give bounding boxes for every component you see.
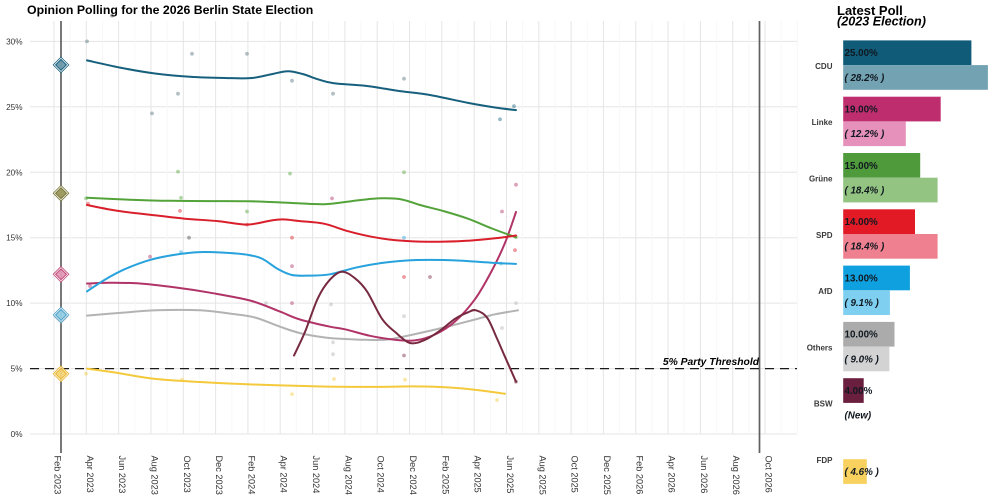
svg-text:30%: 30% [6, 37, 22, 46]
svg-text:25.00%: 25.00% [845, 48, 879, 59]
svg-text:Apr 2025: Apr 2025 [473, 456, 483, 493]
svg-text:Feb 2026: Feb 2026 [634, 456, 644, 495]
svg-text:Linke: Linke [812, 118, 833, 127]
svg-text:Apr 2023: Apr 2023 [85, 456, 95, 493]
svg-text:Apr 2026: Apr 2026 [667, 456, 677, 493]
svg-text:14.00%: 14.00% [845, 217, 879, 228]
svg-text:Feb 2023: Feb 2023 [53, 456, 63, 495]
svg-text:Aug 2025: Aug 2025 [537, 456, 547, 495]
svg-text:0%: 0% [11, 430, 23, 439]
svg-text:Feb 2024: Feb 2024 [246, 456, 256, 495]
svg-text:Oct 2023: Oct 2023 [182, 456, 192, 493]
svg-text:Apr 2024: Apr 2024 [279, 456, 289, 493]
svg-text:( 28.2% ): ( 28.2% ) [845, 73, 885, 84]
svg-text:13.00%: 13.00% [845, 273, 879, 284]
svg-text:Aug 2026: Aug 2026 [731, 456, 741, 495]
svg-text:( 9.1% ): ( 9.1% ) [845, 298, 879, 309]
svg-text:20%: 20% [6, 168, 22, 177]
svg-text:Others: Others [807, 343, 833, 352]
svg-text:Jun 2024: Jun 2024 [311, 456, 321, 494]
svg-text:BSW: BSW [814, 400, 833, 409]
svg-text:SPD: SPD [816, 231, 833, 240]
svg-text:Aug 2023: Aug 2023 [150, 456, 160, 495]
svg-text:4.00%: 4.00% [845, 386, 873, 397]
svg-text:5% Party Threshold: 5% Party Threshold [663, 357, 760, 368]
svg-text:Dec 2023: Dec 2023 [214, 456, 224, 495]
svg-text:Feb 2025: Feb 2025 [440, 456, 450, 495]
svg-text:Oct 2025: Oct 2025 [570, 456, 580, 493]
svg-text:Opinion Polling for the 2026 B: Opinion Polling for the 2026 Berlin Stat… [27, 3, 313, 17]
svg-text:Oct 2026: Oct 2026 [764, 456, 774, 493]
svg-text:5%: 5% [11, 365, 23, 374]
svg-text:( 9.0% ): ( 9.0% ) [845, 354, 879, 365]
svg-text:( 18.4% ): ( 18.4% ) [845, 185, 885, 196]
svg-text:CDU: CDU [815, 62, 833, 71]
svg-text:Jun 2025: Jun 2025 [505, 456, 515, 494]
svg-text:Aug 2024: Aug 2024 [343, 456, 353, 495]
svg-text:FDP: FDP [817, 456, 834, 465]
svg-text:Oct 2024: Oct 2024 [376, 456, 386, 493]
svg-text:25%: 25% [6, 103, 22, 112]
svg-text:15%: 15% [6, 234, 22, 243]
svg-text:Jun 2026: Jun 2026 [699, 456, 709, 494]
svg-text:10.00%: 10.00% [845, 330, 879, 341]
svg-text:( 18.4% ): ( 18.4% ) [845, 242, 885, 253]
svg-text:AfD: AfD [818, 287, 832, 296]
svg-text:( 12.2% ): ( 12.2% ) [845, 129, 885, 140]
svg-text:10%: 10% [6, 299, 22, 308]
svg-text:Dec 2024: Dec 2024 [408, 456, 418, 495]
svg-text:15.00%: 15.00% [845, 161, 879, 172]
svg-text:(2023 Election): (2023 Election) [837, 15, 926, 29]
svg-text:19.00%: 19.00% [845, 104, 879, 115]
svg-text:Grüne: Grüne [809, 175, 833, 184]
svg-text:( 4.6% ): ( 4.6% ) [845, 467, 879, 478]
svg-text:(New): (New) [845, 411, 872, 422]
svg-text:Dec 2025: Dec 2025 [602, 456, 612, 495]
svg-text:Jun 2023: Jun 2023 [117, 456, 127, 494]
svg-text:Latest Poll: Latest Poll [837, 3, 903, 18]
